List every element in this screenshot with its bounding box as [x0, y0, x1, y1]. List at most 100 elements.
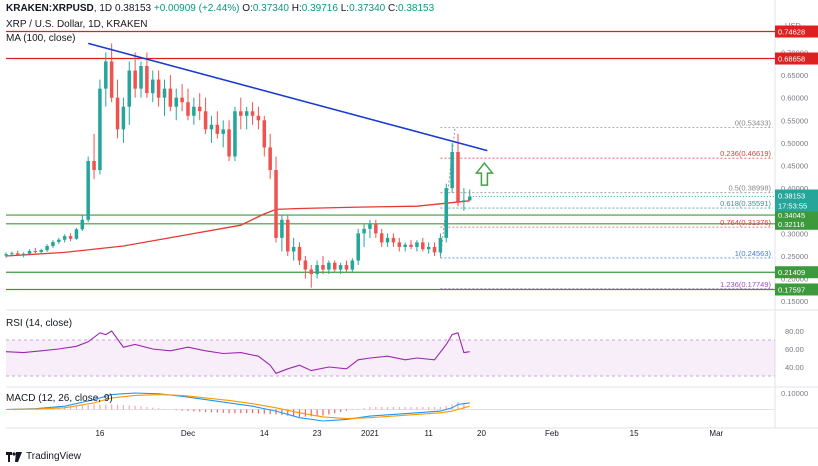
- candle-body: [15, 253, 20, 255]
- candle-body: [444, 188, 449, 238]
- candle-body: [233, 111, 237, 157]
- fib-label: 0.618(0.35591): [720, 199, 771, 208]
- candle-body: [397, 242, 402, 247]
- candle-body: [27, 251, 32, 254]
- level-label: 0.74628: [778, 28, 805, 37]
- y-tick-label: 0.65000: [781, 71, 808, 80]
- candle-body: [297, 246, 302, 261]
- macd-legend: MACD (12, 26, close, 9): [6, 393, 113, 404]
- candle-body: [309, 269, 314, 275]
- fib-label: 0.236(0.46619): [720, 149, 771, 158]
- candle-body: [104, 61, 108, 89]
- y-tick-label: 0.20000: [781, 275, 808, 284]
- candle-body: [21, 253, 26, 255]
- candle-body: [438, 237, 443, 253]
- candle-body: [51, 241, 55, 247]
- level-label-bg: [775, 25, 818, 38]
- candle-body: [426, 246, 431, 250]
- candle-body: [33, 251, 38, 253]
- current-price-label: 0.38153: [778, 191, 805, 200]
- x-tick-label: Mar: [709, 429, 723, 438]
- level-label-bg: [775, 266, 818, 279]
- candle-body: [268, 147, 272, 171]
- high-value: 0.39716: [301, 3, 338, 14]
- candle-body: [215, 124, 220, 134]
- candle-body: [262, 120, 267, 148]
- ticker-header: KRAKEN:XRPUSD, 1D 0.38153 +0.00909 (+2.4…: [6, 3, 435, 14]
- candle-body: [209, 124, 214, 130]
- candle-body: [192, 106, 196, 116]
- candle-body: [286, 219, 290, 252]
- candle-body: [74, 229, 79, 239]
- candle-body: [180, 97, 184, 103]
- tradingview-branding[interactable]: TradingView: [6, 451, 81, 462]
- candle-body: [4, 254, 8, 256]
- candle-body: [92, 161, 96, 171]
- up-arrow-icon: [474, 161, 494, 186]
- rsi-tick-label: 40.00: [785, 363, 804, 372]
- ma-legend: MA (100, close): [6, 33, 76, 44]
- candle-body: [221, 129, 225, 134]
- candle-body: [332, 262, 337, 270]
- candle-body: [338, 265, 343, 270]
- x-tick-label: 20: [477, 429, 486, 438]
- level-label: 0.21409: [778, 268, 805, 277]
- candle-body: [203, 111, 208, 130]
- candle-body: [409, 244, 413, 247]
- candle-body: [303, 260, 308, 270]
- tradingview-label: TradingView: [26, 451, 82, 462]
- candle-body: [186, 102, 190, 116]
- x-tick-label: 16: [95, 429, 104, 438]
- candle-body: [462, 200, 466, 202]
- candle-body: [109, 61, 114, 98]
- candle-body: [121, 106, 126, 130]
- candle-body: [150, 79, 155, 94]
- y-tick-label: 0.40000: [781, 184, 808, 193]
- level-label: 0.32116: [778, 220, 805, 229]
- y-tick-label: 0.25000: [781, 252, 808, 261]
- candle-body: [127, 70, 132, 107]
- candle-body: [68, 236, 73, 239]
- macd-line: [5, 392, 470, 422]
- candle-body: [291, 246, 296, 252]
- current-price-bg: [775, 189, 818, 212]
- x-tick-label: Dec: [181, 429, 195, 438]
- low-value: 0.37340: [349, 3, 386, 14]
- fib-label: 1.236(0.17749): [720, 280, 771, 289]
- candle-body: [356, 233, 360, 261]
- tradingview-logo-icon: [6, 451, 22, 462]
- candle-body: [115, 97, 120, 130]
- candle-body: [227, 129, 231, 157]
- rsi-tick-label: 80.00: [785, 327, 804, 336]
- ticker-symbol: KRAKEN:XRPUSD: [6, 3, 94, 14]
- trendline: [87, 42, 488, 152]
- open-value: 0.37340: [252, 3, 289, 14]
- candle-body: [421, 242, 425, 250]
- candle-body: [379, 233, 384, 243]
- candle-body: [174, 97, 178, 107]
- candle-body: [362, 228, 366, 234]
- candle-body: [374, 224, 378, 234]
- level-label-bg: [775, 283, 818, 296]
- y-tick-label: 0.15000: [781, 297, 808, 306]
- candle-body: [86, 161, 90, 220]
- high-label: H:: [291, 3, 302, 14]
- candle-body: [450, 151, 454, 189]
- level-label-bg: [775, 217, 818, 230]
- candle-body: [45, 246, 49, 251]
- y-tick-label: 0.55000: [781, 116, 808, 125]
- y-tick-label: 0.60000: [781, 94, 808, 103]
- candle-body: [415, 242, 419, 247]
- countdown-label: 17:53:55: [778, 201, 807, 210]
- candle-body: [80, 219, 85, 230]
- price-change: +0.00909 (+2.44%): [153, 3, 240, 14]
- candle-body: [432, 246, 437, 253]
- candle-body: [467, 196, 472, 201]
- ma100-line: [5, 200, 470, 257]
- candle-body: [403, 244, 407, 247]
- candle-body: [385, 237, 390, 243]
- candle-body: [139, 66, 143, 89]
- candle-body: [244, 111, 249, 116]
- last-price: 0.38153: [114, 3, 152, 14]
